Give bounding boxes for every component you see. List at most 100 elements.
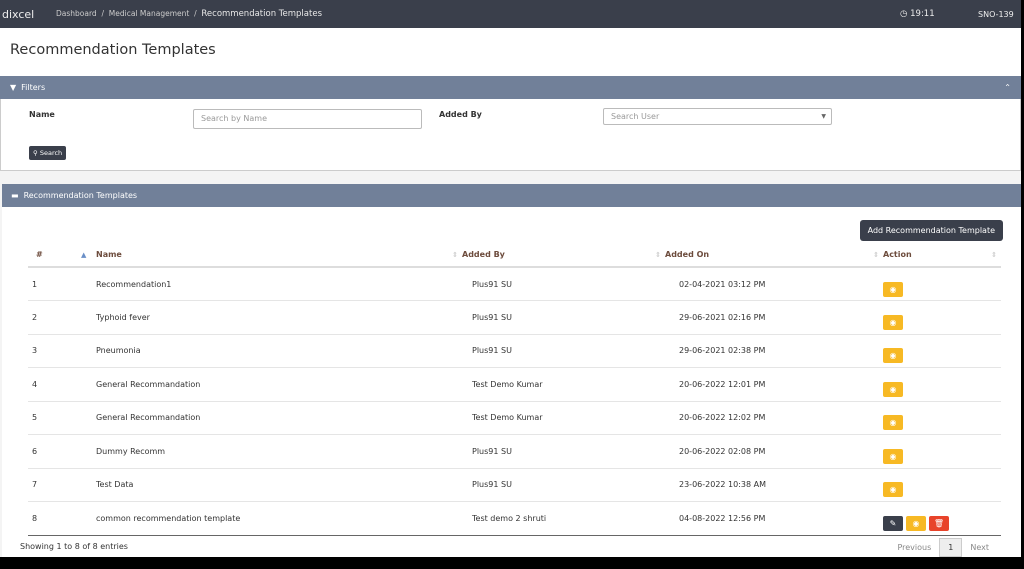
table-row: 2 Typhoid fever Plus91 SU 29-06-2021 02:… bbox=[28, 300, 1001, 335]
column-header[interactable]: Added On ⇕ bbox=[665, 243, 883, 268]
page-title: Recommendation Templates bbox=[0, 28, 1021, 76]
cell-actions: ◉ bbox=[883, 434, 1001, 469]
cell-number: 3 bbox=[28, 334, 96, 368]
previous-button[interactable]: Previous bbox=[897, 543, 932, 552]
cell-number: 4 bbox=[28, 367, 96, 402]
top-bar: dixcel Dashboard / Medical Management / … bbox=[0, 0, 1021, 28]
cell-actions: ◉ bbox=[883, 468, 1001, 502]
cell-actions: ◉ bbox=[883, 401, 1001, 435]
cell-number: 2 bbox=[28, 300, 96, 335]
view-icon: ◉ bbox=[889, 485, 897, 495]
cell-added-by: Test demo 2 shruti bbox=[462, 501, 665, 536]
view-button[interactable]: ◉ bbox=[883, 381, 903, 397]
sort-icon: ⇕ bbox=[655, 251, 661, 259]
cell-added-on: 29-06-2021 02:16 PM bbox=[665, 300, 883, 335]
breadcrumb-dashboard[interactable]: Dashboard bbox=[56, 9, 97, 18]
column-label: Action bbox=[883, 250, 912, 259]
page-1-button[interactable]: 1 bbox=[939, 538, 963, 557]
filters-title: Filters bbox=[21, 83, 46, 92]
cell-added-by: Test Demo Kumar bbox=[462, 367, 665, 402]
delete-icon: 🗑 bbox=[933, 518, 945, 528]
breadcrumb: Dashboard / Medical Management / Recomme… bbox=[56, 9, 322, 19]
next-button[interactable]: Next bbox=[970, 543, 989, 552]
cell-added-on: 29-06-2021 02:38 PM bbox=[665, 334, 883, 368]
collapse-icon[interactable]: ⌃ bbox=[1004, 83, 1011, 92]
column-label: Added On bbox=[665, 250, 710, 259]
cell-number: 5 bbox=[28, 401, 96, 435]
column-header[interactable]: Added By ⇕ bbox=[462, 243, 665, 268]
view-icon: ◉ bbox=[889, 418, 897, 428]
user-id[interactable]: SNO-139 bbox=[978, 9, 1014, 19]
cell-added-on: 04-08-2022 12:56 PM bbox=[665, 501, 883, 536]
view-button[interactable]: ◉ bbox=[883, 348, 903, 364]
cell-name: Pneumonia bbox=[96, 334, 462, 368]
delete-button[interactable]: 🗑 bbox=[929, 515, 949, 531]
view-icon: ◉ bbox=[889, 284, 897, 294]
cell-name: General Recommandation bbox=[96, 367, 462, 402]
cell-name: General Recommandation bbox=[96, 401, 462, 435]
added-by-label: Added By bbox=[439, 110, 482, 119]
column-header[interactable]: # ▲ bbox=[28, 243, 96, 268]
cell-added-by: Plus91 SU bbox=[462, 300, 665, 335]
clock-icon: ◷ bbox=[900, 9, 908, 19]
sort-icon: ⇕ bbox=[873, 251, 879, 259]
cell-added-by: Plus91 SU bbox=[462, 468, 665, 502]
search-button[interactable]: ⚲ Search bbox=[29, 146, 67, 160]
view-button[interactable]: ◉ bbox=[883, 482, 903, 498]
time-text: 19:11 bbox=[910, 9, 935, 19]
list-icon: ▬ bbox=[11, 191, 19, 200]
templates-title: Recommendation Templates bbox=[23, 191, 138, 200]
cell-added-by: Plus91 SU bbox=[462, 267, 665, 301]
cell-number: 7 bbox=[28, 468, 96, 502]
templates-header: ▬ Recommendation Templates bbox=[2, 184, 1021, 207]
user-select[interactable]: Search User ▼ bbox=[603, 108, 832, 125]
cell-name: Test Data bbox=[96, 468, 462, 502]
cell-name: Recommendation1 bbox=[96, 267, 462, 301]
view-icon: ◉ bbox=[912, 518, 920, 528]
table-row: 7 Test Data Plus91 SU 23-06-2022 10:38 A… bbox=[28, 468, 1001, 502]
column-header[interactable]: Name ⇕ bbox=[96, 243, 462, 268]
table-row: 6 Dummy Recomm Plus91 SU 20-06-2022 02:0… bbox=[28, 434, 1001, 469]
filters-panel: Name Search by Name Added By Search User… bbox=[0, 99, 1021, 171]
cell-name: Typhoid fever bbox=[96, 300, 462, 335]
filters-header[interactable]: ▼ Filters ⌃ bbox=[0, 76, 1021, 99]
table-info: Showing 1 to 8 of 8 entries bbox=[20, 542, 128, 551]
view-button[interactable]: ◉ bbox=[883, 415, 903, 431]
view-icon: ◉ bbox=[889, 351, 897, 361]
cell-number: 1 bbox=[28, 267, 96, 301]
cell-actions: ◉ bbox=[883, 367, 1001, 402]
breadcrumb-medical-management[interactable]: Medical Management bbox=[108, 9, 190, 18]
cell-number: 8 bbox=[28, 501, 96, 536]
column-label: # bbox=[36, 250, 43, 259]
column-label: Added By bbox=[462, 250, 505, 259]
name-label: Name bbox=[29, 110, 55, 119]
edit-button[interactable]: ✎ bbox=[883, 515, 903, 531]
view-button[interactable]: ◉ bbox=[883, 281, 903, 297]
cell-added-by: Test Demo Kumar bbox=[462, 401, 665, 435]
view-button[interactable]: ◉ bbox=[883, 314, 903, 330]
table-row: 8 common recommendation template Test de… bbox=[28, 501, 1001, 536]
cell-actions: ◉ bbox=[883, 334, 1001, 368]
logo[interactable]: dixcel bbox=[2, 7, 35, 21]
cell-added-on: 02-04-2021 03:12 PM bbox=[665, 267, 883, 301]
sort-icon: ⇕ bbox=[452, 251, 458, 259]
filter-icon: ▼ bbox=[10, 83, 17, 92]
add-template-button[interactable]: Add Recommendation Template bbox=[859, 220, 1003, 241]
sort-icon: ⇕ bbox=[991, 251, 997, 259]
cell-added-by: Plus91 SU bbox=[462, 434, 665, 469]
cell-added-on: 23-06-2022 10:38 AM bbox=[665, 468, 883, 502]
sort-icon: ▲ bbox=[81, 251, 87, 259]
clock: ◷ 19:11 bbox=[900, 9, 935, 19]
user-select-placeholder: Search User bbox=[611, 112, 660, 121]
cell-added-on: 20-06-2022 12:02 PM bbox=[665, 401, 883, 435]
column-header[interactable]: Action ⇕ bbox=[883, 243, 1001, 268]
view-button[interactable]: ◉ bbox=[883, 448, 903, 464]
cell-actions: ◉ bbox=[883, 267, 1001, 301]
view-button[interactable]: ◉ bbox=[906, 515, 926, 531]
view-icon: ◉ bbox=[889, 384, 897, 394]
cell-actions: ◉ bbox=[883, 300, 1001, 335]
table-row: 1 Recommendation1 Plus91 SU 02-04-2021 0… bbox=[28, 267, 1001, 301]
name-search-input[interactable]: Search by Name bbox=[193, 109, 422, 129]
edit-icon: ✎ bbox=[889, 518, 897, 528]
templates-panel: ▬ Recommendation Templates Add Recommend… bbox=[2, 184, 1021, 557]
